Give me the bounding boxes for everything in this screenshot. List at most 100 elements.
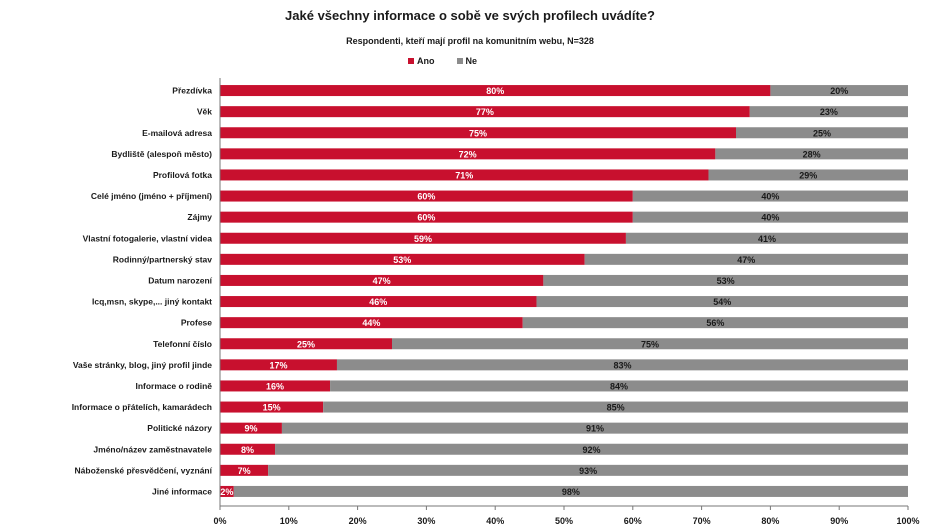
data-label-ano: 2%	[220, 487, 233, 497]
legend-label-ne: Ne	[465, 56, 478, 66]
bar-ano	[220, 232, 626, 244]
legend-swatch-ano	[408, 58, 414, 64]
bar-ne	[632, 190, 908, 202]
data-label-ne: 85%	[607, 403, 625, 413]
data-label-ano: 80%	[486, 86, 504, 96]
x-tick-label: 10%	[280, 516, 298, 526]
chart-subtitle: Respondenti, kteří mají profil na komuni…	[346, 36, 594, 46]
data-label-ne: 56%	[706, 318, 724, 328]
category-label: E-mailová adresa	[142, 128, 212, 138]
data-label-ne: 25%	[813, 128, 831, 138]
data-label-ano: 71%	[455, 170, 473, 180]
bar-ano	[220, 148, 716, 160]
category-label: Informace o rodině	[135, 381, 212, 391]
legend: Ano Ne	[408, 56, 477, 66]
data-label-ne: 28%	[803, 149, 821, 159]
chart-title: Jaké všechny informace o sobě ve svých p…	[285, 8, 655, 23]
data-label-ano: 46%	[369, 297, 387, 307]
category-label: Přezdívka	[172, 86, 212, 96]
data-label-ano: 44%	[362, 318, 380, 328]
data-label-ano: 77%	[476, 107, 494, 117]
bar-ano	[220, 169, 709, 181]
x-tick-label: 70%	[693, 516, 711, 526]
bar-ne	[543, 274, 908, 286]
bar-ne	[770, 85, 908, 97]
category-label: Jiné informace	[152, 486, 212, 496]
x-tick-label: 80%	[761, 516, 779, 526]
data-label-ne: 54%	[713, 297, 731, 307]
bar-ano	[220, 211, 633, 223]
bar-ne	[522, 317, 908, 329]
data-label-ano: 72%	[459, 149, 477, 159]
data-label-ne: 92%	[583, 445, 601, 455]
x-tick-label: 20%	[349, 516, 367, 526]
bar-ano	[220, 317, 523, 329]
bar-ano	[220, 127, 736, 139]
bar-ne	[233, 485, 908, 497]
category-label: Profilová fotka	[153, 170, 212, 180]
bar-ne	[392, 338, 908, 350]
bar-ne	[632, 211, 908, 223]
data-label-ne: 20%	[830, 86, 848, 96]
bar-ano	[220, 85, 771, 97]
data-label-ne: 47%	[737, 255, 755, 265]
bar-ne	[715, 148, 908, 160]
bar-ne	[708, 169, 908, 181]
bar-ne	[749, 106, 908, 118]
category-label: Vaše stránky, blog, jiný profil jinde	[73, 360, 212, 370]
category-label: Informace o přátelích, kamarádech	[72, 402, 212, 412]
bar-ano	[220, 190, 633, 202]
bar-ano	[220, 106, 750, 118]
bar-ano	[220, 464, 269, 476]
data-label-ne: 98%	[562, 487, 580, 497]
category-label: Vlastní fotogalerie, vlastní videa	[83, 233, 213, 243]
bar-ano	[220, 274, 544, 286]
x-tick-label: 0%	[213, 516, 226, 526]
category-label: Telefonní číslo	[153, 339, 212, 349]
data-label-ne: 53%	[717, 276, 735, 286]
data-label-ne: 40%	[761, 213, 779, 223]
bar-ano	[220, 380, 331, 392]
legend-item-ne: Ne	[456, 56, 478, 66]
x-tick-label: 90%	[830, 516, 848, 526]
x-tick-label: 50%	[555, 516, 573, 526]
data-label-ano: 53%	[393, 255, 411, 265]
category-label: Rodinný/partnerský stav	[113, 254, 212, 264]
category-label: Zájmy	[187, 212, 212, 222]
bar-ano	[220, 359, 337, 371]
x-tick-label: 60%	[624, 516, 642, 526]
bar-ne	[336, 359, 909, 371]
data-label-ano: 9%	[244, 424, 257, 434]
category-label: Bydliště (alespoň město)	[111, 149, 212, 159]
data-label-ano: 75%	[469, 128, 487, 138]
data-label-ano: 17%	[269, 360, 287, 370]
bar-ano	[220, 338, 392, 350]
category-label: Politické názory	[147, 423, 212, 433]
x-tick-label: 100%	[896, 516, 919, 526]
data-label-ne: 40%	[761, 192, 779, 202]
data-label-ano: 59%	[414, 234, 432, 244]
data-label-ano: 25%	[297, 339, 315, 349]
category-label: Profese	[181, 318, 212, 328]
category-label: Icq,msn, skype,... jiný kontakt	[92, 297, 212, 307]
data-label-ano: 15%	[263, 403, 281, 413]
data-label-ne: 29%	[799, 170, 817, 180]
data-label-ano: 60%	[417, 213, 435, 223]
data-label-ano: 16%	[266, 381, 284, 391]
bar-ne	[536, 296, 908, 308]
bar-ne	[330, 380, 909, 392]
data-label-ne: 93%	[579, 466, 597, 476]
bar-ne	[584, 253, 908, 265]
bar-ne	[281, 422, 908, 434]
category-label: Jméno/název zaměstnavatele	[93, 444, 212, 454]
data-label-ano: 47%	[373, 276, 391, 286]
bar-ano	[220, 401, 324, 413]
legend-label-ano: Ano	[417, 56, 435, 66]
category-label: Celé jméno (jméno + příjmení)	[91, 191, 212, 201]
bar-ano	[220, 296, 537, 308]
data-label-ne: 83%	[613, 360, 631, 370]
data-label-ne: 84%	[610, 381, 628, 391]
data-label-ne: 41%	[758, 234, 776, 244]
category-label: Datum narození	[148, 275, 212, 285]
